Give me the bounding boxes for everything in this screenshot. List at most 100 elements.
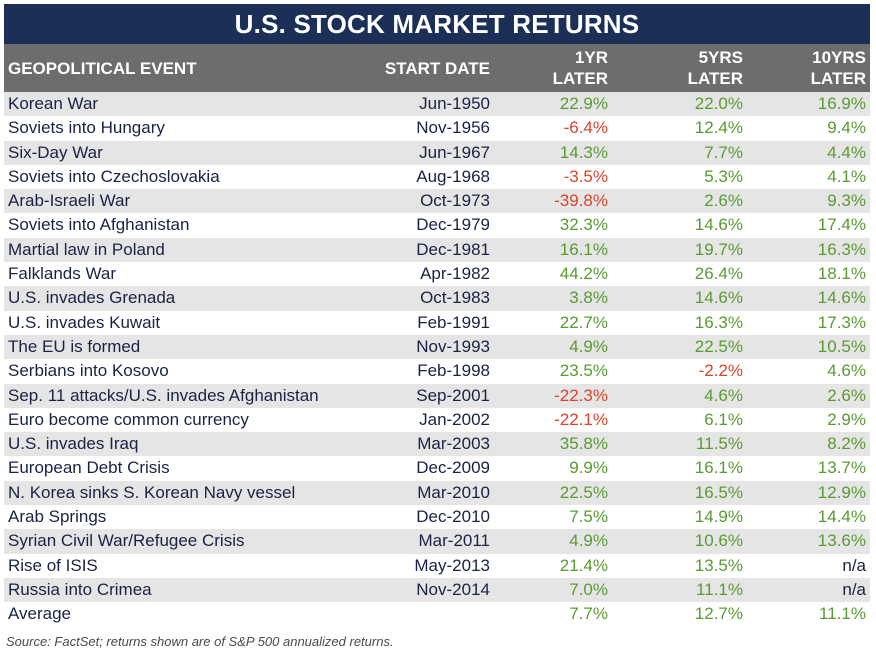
table-row: Euro become common currency Jan-2002 -22.1… <box>4 407 870 433</box>
return-1yr-cell: 3.8% <box>569 288 608 308</box>
return-1yr-cell: 22.9% <box>559 94 608 113</box>
return-5yr-cell: 11.1% <box>696 579 743 599</box>
header-10yr-line1: 10YRS <box>812 48 866 67</box>
start-date-cell: Nov-1956 <box>416 118 490 138</box>
return-5yr-cell: 22.0% <box>694 94 743 113</box>
header-1yr: 1YR LATER <box>553 47 608 89</box>
return-10yr-cell: 9.4% <box>827 118 866 138</box>
event-cell: Soviets into Afghanistan <box>8 215 190 235</box>
return-5yr-cell: 14.6% <box>694 288 743 308</box>
start-date-cell: Mar-2010 <box>417 482 490 502</box>
table-row: N. Korea sinks S. Korean Navy vessel Mar-… <box>4 480 870 506</box>
return-5yr-cell: 11.5% <box>696 434 743 454</box>
source-note: Source: FactSet; returns shown are of S&… <box>6 634 394 649</box>
start-date-cell: Dec-2010 <box>416 507 490 527</box>
return-1yr-cell: 7.5% <box>569 507 608 527</box>
return-5yr-cell: 6.1% <box>704 409 743 429</box>
start-date-cell: Dec-2009 <box>416 458 490 478</box>
return-1yr-cell: 14.3% <box>559 142 608 162</box>
start-date-cell: Mar-2003 <box>417 434 490 454</box>
return-5yr-cell: 26.4% <box>694 264 743 284</box>
table-row: Serbians into Kosovo Feb-1998 23.5% -2.2% 4.… <box>4 359 870 384</box>
return-1yr-cell: 44.2% <box>559 264 608 284</box>
start-date-cell: Aug-1968 <box>416 166 490 186</box>
return-1yr-cell: 21.4% <box>559 555 608 575</box>
table-row: European Debt Crisis Dec-2009 9.9% 16.1% 13.… <box>4 456 870 481</box>
return-10yr-cell: 8.2% <box>827 434 866 454</box>
table-row: Russia into Crimea Nov-2014 7.0% 11.1% n/a <box>4 577 870 603</box>
event-cell: Serbians into Kosovo <box>8 361 169 381</box>
event-cell: The EU is formed <box>8 336 141 356</box>
return-1yr-cell: 35.8% <box>559 434 608 454</box>
table-row: Syrian Civil War/Refugee Crisis Mar-2011 4… <box>4 529 870 554</box>
event-cell: Korean War <box>8 94 99 113</box>
event-cell: Russia into Crimea <box>8 579 152 599</box>
return-10yr-cell: 2.6% <box>827 385 866 405</box>
header-5yr-line2: LATER <box>687 69 743 88</box>
event-cell: Arab Springs <box>8 507 107 527</box>
table-row: Martial law in Poland Dec-1981 16.1% 19.7% 1… <box>4 237 870 263</box>
return-1yr-cell: 22.5% <box>559 482 608 502</box>
event-cell: Arab-Israeli War <box>8 191 131 211</box>
start-date-cell: Jun-1950 <box>419 94 490 113</box>
return-10yr-cell: 14.4% <box>817 507 866 527</box>
return-10yr-cell: 16.3% <box>817 239 866 259</box>
table-row: Soviets into Czechoslovakia Aug-1968 -3.5%… <box>4 164 870 190</box>
return-10yr-cell: 12.9% <box>817 482 866 502</box>
return-1yr-cell: 22.7% <box>559 312 608 332</box>
return-1yr-cell: -22.1% <box>554 409 608 429</box>
return-1yr-cell: 7.0% <box>569 579 608 599</box>
start-date-cell: Jan-2002 <box>419 409 490 429</box>
event-cell: Martial law in Poland <box>8 239 165 259</box>
return-10yr-cell: 17.3% <box>817 312 866 332</box>
event-cell: Sep. 11 attacks/U.S. invades Afghanistan <box>8 385 319 405</box>
return-1yr-cell: 23.5% <box>559 361 608 381</box>
table-row: Sep. 11 attacks/U.S. invades Afghanistan… <box>4 383 870 408</box>
event-cell: Soviets into Hungary <box>8 118 165 138</box>
header-1yr-line1: 1YR <box>574 48 608 67</box>
return-1yr-cell: -39.8% <box>554 191 608 211</box>
start-date-cell: Sep-2001 <box>416 385 490 405</box>
start-date-cell: May-2013 <box>414 555 490 575</box>
return-5yr-cell: 22.5% <box>694 336 743 356</box>
event-cell: U.S. invades Grenada <box>8 288 176 308</box>
return-5yr-cell: 19.7% <box>694 239 743 259</box>
return-10yr-cell: 4.1% <box>827 166 866 186</box>
start-date-cell: Mar-2011 <box>418 531 491 551</box>
average-row: Average 7.7% 12.7% 11.1% <box>4 602 870 627</box>
return-10yr-cell: 16.9% <box>817 94 866 113</box>
return-1yr-cell: -22.3% <box>554 385 608 405</box>
return-1yr-cell: 4.9% <box>569 531 608 551</box>
return-5yr-cell: 14.6% <box>694 215 743 235</box>
header-10yr-line2: LATER <box>810 69 866 88</box>
table-row: Soviets into Afghanistan Dec-1979 32.3% 14.… <box>4 213 870 238</box>
table-row: Arab-Israeli War Oct-1973 -39.8% 2.6% 9.3% <box>4 189 870 214</box>
table-row: Arab Springs Dec-2010 7.5% 14.9% 14.4% <box>4 505 870 530</box>
event-cell: Six-Day War <box>8 142 103 162</box>
start-date-cell: Apr-1982 <box>420 264 490 284</box>
return-10yr-cell: 9.3% <box>827 191 866 211</box>
table-row: Six-Day War Jun-1967 14.3% 7.7% 4.4% <box>4 140 870 165</box>
header-5yr: 5YRS LATER <box>688 47 743 89</box>
return-1yr-cell: -6.4% <box>563 118 608 138</box>
return-1yr-cell: 16.1% <box>559 239 608 259</box>
return-1yr-cell: 4.9% <box>569 336 608 356</box>
returns-table: U.S. STOCK MARKET RETURNS GEOPOLITICAL E… <box>4 4 870 627</box>
return-5yr-cell: 14.9% <box>694 507 743 527</box>
start-date-cell: Feb-1998 <box>417 361 490 381</box>
start-date-cell: Jun-1967 <box>419 142 490 162</box>
table-row: U.S. invades Kuwait Feb-1991 22.7% 16.3% 17.… <box>4 310 870 335</box>
return-5yr-cell: 12.7% <box>694 604 743 624</box>
return-10yr-cell: 14.6% <box>817 288 866 308</box>
event-cell: U.S. invades Iraq <box>8 434 139 454</box>
return-5yr-cell: 10.6% <box>694 531 743 551</box>
return-1yr-cell: 9.9% <box>569 458 608 478</box>
return-1yr-cell: 32.3% <box>559 215 608 235</box>
header-event: GEOPOLITICAL EVENT <box>8 59 197 78</box>
table-body: Korean War Jun-1950 22.9% 22.0% 16.9% Soviets… <box>4 92 870 627</box>
event-cell: Euro become common currency <box>8 409 249 429</box>
header-1yr-line2: LATER <box>552 69 608 88</box>
table-row: Rise of ISIS May-2013 21.4% 13.5% n/a <box>4 553 870 578</box>
return-5yr-cell: 13.5% <box>694 555 743 575</box>
event-cell: Rise of ISIS <box>8 555 98 575</box>
